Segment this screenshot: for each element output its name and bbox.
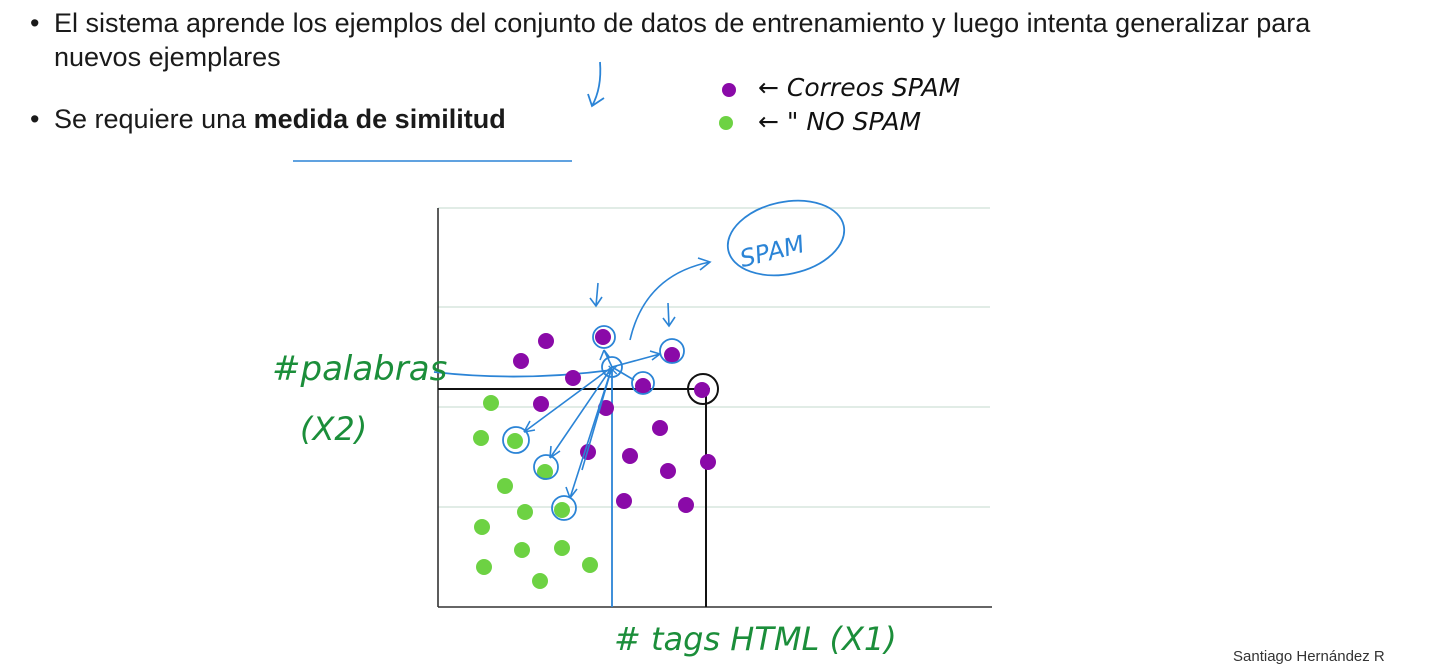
- point-spam: [660, 463, 676, 479]
- bullet-item: • Se requiere una medida de similitud: [28, 102, 1328, 136]
- point-no-spam: [473, 430, 489, 446]
- point-no-spam: [514, 542, 530, 558]
- point-spam: [652, 420, 668, 436]
- point-no-spam: [582, 557, 598, 573]
- down-arrow-icon: [662, 302, 676, 328]
- neighbour-circles: [502, 325, 685, 521]
- new-point-circle: [687, 373, 719, 405]
- neighbour-arrows: [523, 257, 712, 499]
- point-no-spam: [537, 464, 553, 480]
- bullet-list: • El sistema aprende los ejemplos del co…: [28, 6, 1328, 136]
- neighbour-circle: [659, 338, 685, 364]
- point-spam: [664, 347, 680, 363]
- bullet-dot-icon: •: [30, 104, 40, 134]
- point-no-spam: [532, 573, 548, 589]
- bullet-text: El sistema aprende los ejemplos del conj…: [54, 8, 1311, 72]
- data-points: ×: [473, 329, 716, 589]
- y-axis-label-variable: (X2): [300, 410, 367, 448]
- neighbour-circle: [551, 495, 577, 521]
- y-axis-label: #palabras: [272, 349, 447, 389]
- point-no-spam: [517, 504, 533, 520]
- point-spam: [595, 329, 611, 345]
- neighbour-circle: [502, 426, 530, 454]
- query-horizontal-line: [433, 369, 613, 378]
- footer-credit: Santiago Hernández R: [1233, 648, 1385, 665]
- point-spam: [700, 454, 716, 470]
- point-no-spam: [483, 395, 499, 411]
- arrow-icon: [523, 366, 613, 433]
- point-spam: [635, 378, 651, 394]
- arrow-icon: [611, 366, 635, 381]
- point-spam: [565, 370, 581, 386]
- arrow-icon: [549, 366, 613, 459]
- bullet-text-bold: medida de similitud: [253, 104, 506, 134]
- neighbour-circle: [533, 454, 559, 480]
- legend-green-label: ← " NO SPAM: [758, 107, 921, 136]
- x-axis-label: # tags HTML (X1): [614, 620, 897, 658]
- point-spam: [533, 396, 549, 412]
- point-spam: [538, 333, 554, 349]
- query-circle: [601, 356, 623, 378]
- point-no-spam: [554, 502, 570, 518]
- point-spam: [694, 382, 710, 398]
- spam-bubble-label: SPAM: [737, 230, 808, 273]
- arrow-icon: [599, 349, 613, 368]
- point-no-spam: [497, 478, 513, 494]
- point-no-spam: [554, 540, 570, 556]
- neighbour-circle: [592, 325, 616, 349]
- point-no-spam: [474, 519, 490, 535]
- point-no-spam: [507, 433, 523, 449]
- curved-arrow-icon: [629, 257, 712, 341]
- point-spam: [622, 448, 638, 464]
- point-spam: [678, 497, 694, 513]
- down-arrow-icon: [587, 61, 605, 108]
- down-arrow-icon: [589, 282, 603, 308]
- arrow-icon: [611, 350, 661, 368]
- bullet-text-prefix: Se requiere una: [54, 104, 254, 134]
- legend-green-dot: [719, 116, 733, 130]
- spam-bubble: [726, 199, 846, 277]
- legend-purple-dot: [722, 83, 736, 97]
- bullet-dot-icon: •: [30, 8, 40, 38]
- point-spam: [616, 493, 632, 509]
- bullet-item: • El sistema aprende los ejemplos del co…: [28, 6, 1328, 74]
- neighbour-circle: [631, 371, 655, 395]
- arrow-icon: [581, 366, 613, 471]
- legend-purple-label: ← Correos SPAM: [758, 73, 960, 102]
- point-spam: [513, 353, 529, 369]
- point-no-spam: [476, 559, 492, 575]
- arrow-icon: [565, 366, 613, 499]
